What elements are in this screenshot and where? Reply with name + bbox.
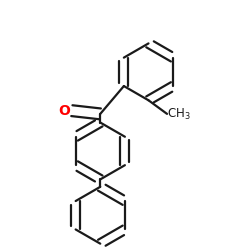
Text: O: O [58, 104, 70, 118]
Text: CH$_3$: CH$_3$ [167, 107, 191, 122]
